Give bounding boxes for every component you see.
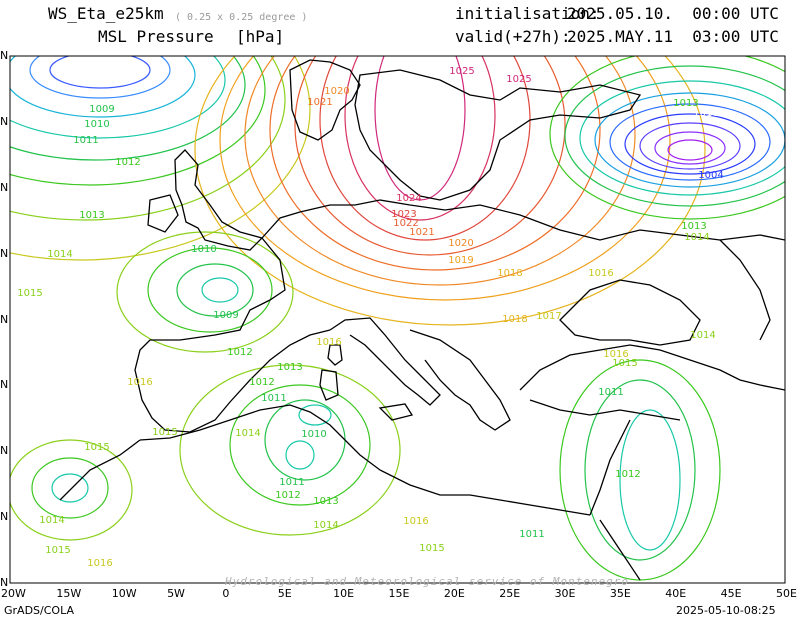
isobar-label: 1023 [391, 209, 416, 220]
init-label: initialisation: [455, 4, 600, 23]
southwest-low-isobars [10, 439, 133, 541]
isobar-labels: 1009 1010 1011 1012 1013 1014 1015 1016 … [17, 66, 723, 569]
isobar-label: 1013 [313, 496, 338, 507]
isobar-label: 1021 [409, 227, 434, 238]
isobar-label: 1022 [393, 218, 418, 229]
isobar-label: 1024 [396, 193, 421, 204]
y-tick-label: N [0, 378, 9, 392]
x-tick-label: 0 [222, 587, 230, 600]
isobar-label: 1019 [448, 255, 473, 266]
isobar-label: 1013 [277, 362, 302, 373]
footer-software: GrADS/COLA [4, 604, 74, 617]
x-tick-label: 45E [720, 587, 742, 600]
x-tick-label: 15E [388, 587, 410, 600]
y-tick-label: N [0, 576, 9, 589]
isobar-label: 1012 [227, 347, 252, 358]
isobar-label: 1016 [403, 516, 428, 527]
model-name: WS_Eta_e25km [48, 4, 164, 23]
isobar-label: 1010 [84, 119, 109, 130]
isobar-label: 1015 [84, 442, 109, 453]
isobar-label: 1013 [681, 221, 706, 232]
isobar-label: 1014 [235, 428, 260, 439]
x-tick-label: 10E [333, 587, 355, 600]
isobar-label: 1010 [301, 429, 326, 440]
variable-unit: [hPa] [236, 27, 285, 46]
isobar-label: 1010 [693, 108, 718, 119]
isobar-label: 1016 [588, 268, 613, 279]
isobar-label: 1012 [615, 469, 640, 480]
watermark: Hydrological and Meteorological service … [225, 575, 629, 588]
x-tick-label: 50E [776, 587, 797, 600]
atlantic-low-isobars [10, 56, 311, 261]
coastlines [59, 59, 785, 581]
x-tick-label: 20E [443, 587, 465, 600]
isobar-label: 1020 [324, 86, 349, 97]
isobar-label: 1011 [279, 477, 304, 488]
y-tick-label: N [0, 180, 9, 194]
eastern-low-isobars [549, 56, 785, 220]
isobar-label: 1011 [73, 135, 98, 146]
y-tick-label: N [0, 444, 9, 458]
isobar-label: 1025 [506, 74, 531, 85]
isobar-label: 1011 [261, 393, 286, 404]
isobar-label: 1016 [87, 558, 112, 569]
isobar-label: 1014 [313, 520, 338, 531]
x-tick-label: 20W [1, 587, 26, 600]
isobar-label: 1017 [536, 311, 561, 322]
valid-value: 2025.MAY.11 03:00 UTC [567, 27, 779, 46]
isobar-label: 1015 [17, 288, 42, 299]
x-tick-label: 5W [167, 587, 185, 600]
isobar-label: 1015 [419, 543, 444, 554]
x-tick-label: 35E [609, 587, 631, 600]
y-tick-label: N [0, 510, 9, 524]
isobar-label: 1009 [213, 310, 238, 321]
isobar-label: 1011 [598, 387, 623, 398]
isobar-label: 1015 [612, 358, 637, 369]
isobar-label: 1016 [316, 337, 341, 348]
isobar-label: 1025 [449, 66, 474, 77]
y-tick-label: N [0, 312, 9, 326]
isobar-label: 1016 [603, 349, 628, 360]
isobar-label: 1012 [275, 490, 300, 501]
variable-name: MSL Pressure [98, 27, 214, 46]
isobar-label: 1020 [448, 238, 473, 249]
isobar-label: 1014 [47, 249, 72, 260]
valid-label: valid(+27h): [455, 27, 571, 46]
model-resolution: ( 0.25 x 0.25 degree ) [175, 12, 308, 23]
y-tick-label: N [0, 49, 9, 62]
isobar-label: 1021 [307, 97, 332, 108]
x-tick-label: 15W [56, 587, 82, 600]
isobar-label: 1014 [39, 515, 64, 526]
isobar-label: 1015 [152, 427, 177, 438]
mediterranean-low-isobars [179, 364, 401, 536]
isobar-label: 1012 [249, 377, 274, 388]
y-tick-label: N [0, 246, 9, 260]
isobar-label: 1014 [684, 232, 709, 243]
isobar-label: 1010 [191, 244, 216, 255]
biscay-low-isobars [116, 231, 294, 353]
isobar-label: 1013 [79, 210, 104, 221]
isobar-label: 1009 [89, 104, 114, 115]
isobar-label: 1004 [698, 170, 723, 181]
footer-timestamp: 2025-05-10-08:25 [676, 604, 776, 617]
isobar-label: 1018 [497, 268, 522, 279]
y-tick-label: N [0, 114, 9, 128]
isobar-label: 1011 [519, 529, 544, 540]
isobar-label: 1012 [115, 157, 140, 168]
isobar-label: 1016 [127, 377, 152, 388]
x-tick-label: 5E [277, 587, 292, 600]
x-tick-label: 25E [499, 587, 521, 600]
isobar-label: 1013 [673, 98, 698, 109]
isobar-label: 1014 [690, 330, 715, 341]
isobar-label: 1018 [502, 314, 527, 325]
isobar-label: 1015 [45, 545, 70, 556]
init-value: 2025.05.10. 00:00 UTC [567, 4, 779, 23]
x-tick-label: 10W [111, 587, 137, 600]
x-tick-label: 30E [554, 587, 576, 600]
x-tick-label: 40E [665, 587, 687, 600]
